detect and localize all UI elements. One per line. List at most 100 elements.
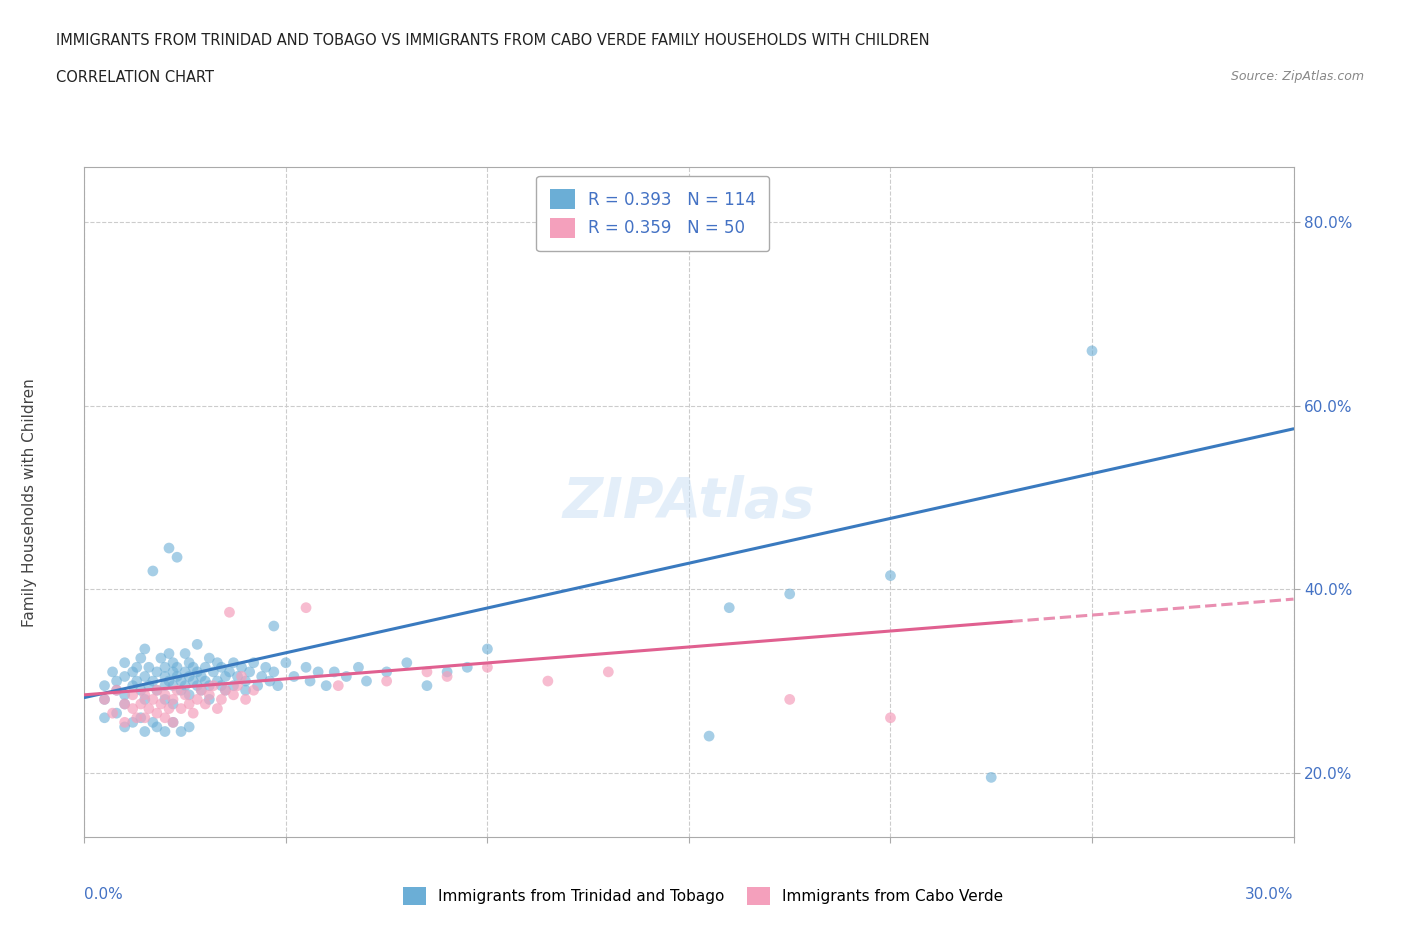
Point bbox=[186, 678, 208, 693]
Point bbox=[134, 687, 156, 702]
Point bbox=[214, 683, 236, 698]
Point bbox=[101, 664, 124, 679]
Point bbox=[207, 673, 229, 688]
Point bbox=[222, 687, 245, 702]
Point bbox=[190, 683, 212, 698]
Point bbox=[181, 706, 204, 721]
Point bbox=[170, 701, 193, 716]
Point bbox=[114, 715, 136, 730]
Point bbox=[218, 604, 240, 619]
Point bbox=[114, 697, 136, 711]
Point bbox=[153, 669, 176, 684]
Text: 0.0%: 0.0% bbox=[84, 887, 124, 902]
Point bbox=[879, 568, 901, 583]
Point bbox=[186, 637, 208, 652]
Point bbox=[121, 664, 143, 679]
Point bbox=[477, 642, 499, 657]
Point bbox=[114, 669, 136, 684]
Point bbox=[105, 683, 128, 698]
Point bbox=[375, 673, 398, 688]
Point bbox=[274, 656, 297, 671]
Point bbox=[174, 646, 197, 661]
Point bbox=[879, 711, 901, 725]
Text: Source: ZipAtlas.com: Source: ZipAtlas.com bbox=[1230, 70, 1364, 83]
Point bbox=[250, 669, 273, 684]
Point bbox=[222, 678, 245, 693]
Point bbox=[395, 656, 418, 671]
Point bbox=[214, 669, 236, 684]
Point bbox=[121, 687, 143, 702]
Point bbox=[174, 664, 197, 679]
Text: 30.0%: 30.0% bbox=[1246, 887, 1294, 902]
Point bbox=[105, 683, 128, 698]
Point bbox=[138, 678, 160, 693]
Point bbox=[295, 660, 318, 675]
Point bbox=[129, 711, 152, 725]
Point bbox=[246, 678, 269, 693]
Point bbox=[263, 618, 285, 633]
Point bbox=[194, 697, 217, 711]
Point bbox=[202, 678, 225, 693]
Point bbox=[477, 660, 499, 675]
Point bbox=[166, 669, 188, 684]
Point bbox=[129, 651, 152, 666]
Point bbox=[779, 587, 801, 602]
Point bbox=[263, 664, 285, 679]
Legend: R = 0.393   N = 114, R = 0.359   N = 50: R = 0.393 N = 114, R = 0.359 N = 50 bbox=[536, 176, 769, 251]
Point bbox=[134, 724, 156, 739]
Point bbox=[207, 656, 229, 671]
Point bbox=[235, 673, 257, 688]
Point bbox=[779, 692, 801, 707]
Point bbox=[157, 673, 180, 688]
Point bbox=[170, 683, 193, 698]
Point bbox=[299, 673, 322, 688]
Point bbox=[153, 724, 176, 739]
Point bbox=[138, 660, 160, 675]
Point bbox=[209, 660, 232, 675]
Point bbox=[157, 701, 180, 716]
Point bbox=[142, 692, 165, 707]
Point bbox=[186, 664, 208, 679]
Point bbox=[190, 683, 212, 698]
Point bbox=[218, 664, 240, 679]
Point bbox=[114, 656, 136, 671]
Point bbox=[93, 692, 115, 707]
Point bbox=[194, 660, 217, 675]
Point bbox=[146, 664, 169, 679]
Point bbox=[980, 770, 1002, 785]
Point bbox=[209, 692, 232, 707]
Point bbox=[239, 664, 262, 679]
Point bbox=[170, 673, 193, 688]
Point bbox=[307, 664, 329, 679]
Point bbox=[162, 678, 184, 693]
Point bbox=[149, 697, 172, 711]
Point bbox=[134, 692, 156, 707]
Point bbox=[146, 720, 169, 735]
Point bbox=[134, 669, 156, 684]
Point bbox=[259, 673, 281, 688]
Point bbox=[138, 701, 160, 716]
Text: ZIPAtlas: ZIPAtlas bbox=[562, 475, 815, 529]
Point bbox=[315, 678, 337, 693]
Point bbox=[181, 660, 204, 675]
Point bbox=[153, 687, 176, 702]
Point bbox=[121, 715, 143, 730]
Point bbox=[134, 642, 156, 657]
Point bbox=[235, 683, 257, 698]
Point bbox=[134, 711, 156, 725]
Point bbox=[162, 664, 184, 679]
Point bbox=[198, 678, 221, 693]
Point bbox=[335, 669, 357, 684]
Point bbox=[598, 664, 620, 679]
Point bbox=[235, 692, 257, 707]
Point bbox=[114, 720, 136, 735]
Point bbox=[162, 715, 184, 730]
Point bbox=[328, 678, 350, 693]
Point bbox=[179, 656, 201, 671]
Point bbox=[242, 683, 264, 698]
Point bbox=[166, 683, 188, 698]
Point bbox=[537, 673, 560, 688]
Point bbox=[125, 711, 148, 725]
Point bbox=[93, 678, 115, 693]
Point bbox=[456, 660, 478, 675]
